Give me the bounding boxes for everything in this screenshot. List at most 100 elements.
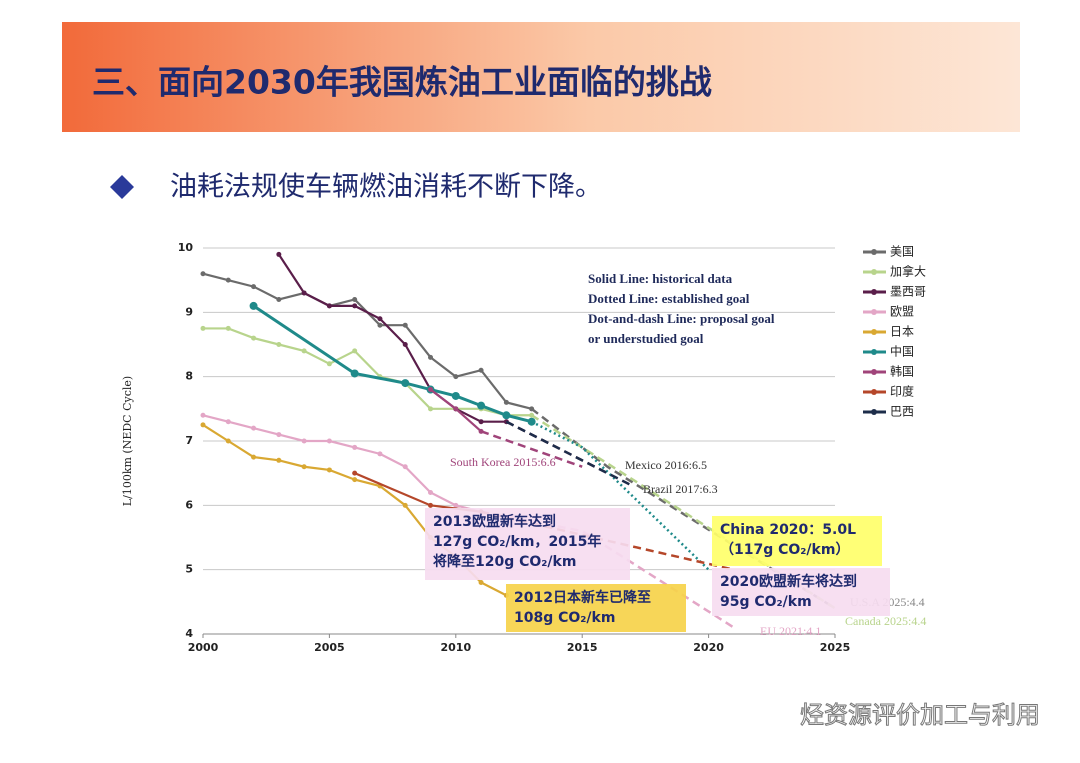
callout-text: 95g CO₂/km — [720, 594, 812, 610]
data-point — [200, 271, 206, 277]
data-point — [301, 348, 307, 354]
goal-line — [480, 430, 583, 468]
data-point — [225, 325, 231, 331]
data-point — [527, 417, 536, 426]
series-line — [277, 253, 507, 423]
legend-note: or understudied goal — [588, 331, 704, 346]
legend-note: Dotted Line: established goal — [588, 291, 750, 306]
data-point — [249, 301, 258, 310]
data-point — [402, 464, 408, 470]
data-point — [478, 428, 484, 434]
legend-dot — [871, 369, 877, 375]
data-point — [453, 406, 459, 412]
legend-dot — [871, 389, 877, 395]
series-line — [202, 272, 532, 410]
data-point — [301, 438, 307, 444]
chart: 4 5 6 7 8 9 10 2000 2005 2010 2015 2020 2025 L/100km … — [121, 241, 926, 654]
data-point — [377, 316, 383, 322]
callout-text: 将降至120g CO₂/km — [433, 553, 576, 570]
data-point — [225, 438, 231, 444]
data-point — [251, 335, 257, 341]
legend-label: 墨西哥 — [890, 285, 926, 299]
y-tick-label: 4 — [185, 627, 193, 640]
legend-label: 欧盟 — [890, 305, 914, 319]
goal-line — [505, 420, 634, 488]
callout-text: 108g CO₂/km — [514, 610, 615, 626]
goal-line — [531, 420, 710, 571]
data-point — [428, 406, 434, 412]
data-point — [301, 464, 307, 470]
legend-note: Dot-and-dash Line: proposal goal — [588, 311, 775, 326]
callout-box — [506, 584, 686, 632]
data-point — [326, 361, 332, 367]
x-tick-label: 2000 — [188, 641, 219, 654]
data-point — [502, 411, 511, 420]
series-line — [252, 304, 533, 424]
data-point — [326, 467, 332, 473]
callout-box — [425, 508, 630, 580]
data-point — [251, 284, 257, 290]
callout-box — [712, 516, 882, 566]
data-point — [402, 322, 408, 328]
data-point — [451, 391, 460, 400]
data-point — [301, 290, 307, 296]
data-point — [276, 457, 282, 463]
data-point — [350, 369, 359, 378]
data-point — [478, 367, 484, 373]
callout-box — [712, 568, 890, 616]
y-tick-label: 5 — [185, 563, 193, 576]
data-point — [352, 470, 358, 476]
annotation: Brazil 2017:6.3 — [643, 482, 718, 496]
data-point — [251, 425, 257, 431]
legend-label: 韩国 — [890, 364, 914, 379]
annotation: EU 2021:4.1 — [760, 624, 821, 638]
y-tick-label: 9 — [185, 305, 193, 318]
legend-label: 巴西 — [890, 405, 914, 419]
series-line — [202, 414, 482, 513]
annotation: Mexico 2016:6.5 — [625, 458, 707, 472]
slide-title: 三、面向2030年我国炼油工业面临的挑战 — [92, 63, 712, 102]
data-point — [225, 419, 231, 425]
data-point — [326, 438, 332, 444]
data-point — [352, 477, 358, 483]
x-tick-label: 2025 — [820, 641, 851, 654]
data-point — [529, 412, 535, 418]
x-tick-label: 2005 — [314, 641, 345, 654]
data-point — [428, 387, 434, 393]
data-point — [428, 354, 434, 360]
legend-dot — [871, 289, 877, 295]
x-tick-label: 2015 — [567, 641, 598, 654]
y-tick-label: 6 — [185, 498, 193, 511]
legend-label: 加拿大 — [890, 264, 926, 279]
data-point — [352, 444, 358, 450]
legend-label: 美国 — [890, 245, 914, 259]
data-point — [276, 342, 282, 347]
callout-text: 2013欧盟新车达到 — [433, 513, 556, 530]
data-point — [428, 489, 434, 495]
data-point — [503, 399, 509, 405]
bullet-icon — [110, 175, 134, 199]
callout-text: 2020欧盟新车将达到 — [720, 573, 857, 590]
data-point — [326, 303, 332, 309]
data-point — [352, 296, 358, 302]
header-band — [62, 22, 1020, 132]
series-line — [203, 327, 532, 417]
data-point — [352, 348, 358, 354]
data-point — [428, 502, 434, 508]
data-point — [529, 406, 535, 412]
annotation: South Korea 2015:6.6 — [450, 455, 556, 469]
data-point — [377, 451, 383, 457]
data-point — [377, 322, 383, 328]
legend-dot — [871, 249, 877, 255]
data-point — [401, 379, 410, 388]
legend-label: 印度 — [890, 384, 914, 399]
callout-text: （117g CO₂/km） — [720, 542, 849, 558]
y-tick-label: 8 — [185, 370, 193, 383]
data-point — [478, 419, 484, 425]
data-point — [453, 502, 459, 508]
data-point — [478, 580, 484, 586]
data-point — [453, 374, 459, 380]
legend-dot — [871, 409, 877, 415]
watermark: 烃资源评价加工与利用 — [800, 701, 1040, 729]
